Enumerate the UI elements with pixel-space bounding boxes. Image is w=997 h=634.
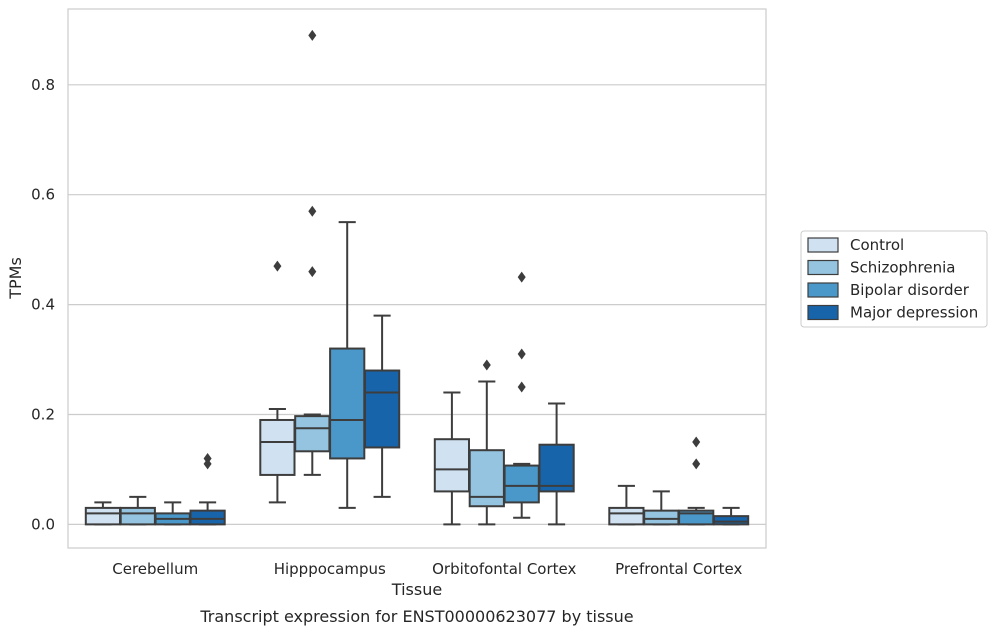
x-tick-labels: Cerebellum Hipppocampus Orbitofontal Corte… <box>112 560 742 578</box>
box-iqr <box>84 506 122 526</box>
outlier-point <box>273 260 282 272</box>
x-tick-label: Cerebellum <box>112 560 198 578</box>
legend-swatch <box>807 237 839 253</box>
outlier-point <box>517 348 526 360</box>
box-iqr <box>363 369 401 449</box>
y-tick-label: 0.6 <box>31 186 55 204</box>
y-tick-label: 0.2 <box>31 405 55 423</box>
box-iqr <box>608 506 645 526</box>
outlier-point <box>517 271 526 283</box>
box-iqr <box>538 443 575 493</box>
box-group <box>468 359 505 526</box>
box-iqr <box>189 509 226 526</box>
box-group <box>259 260 296 504</box>
x-tick-label: Hipppocampus <box>274 560 386 578</box>
box-group <box>538 402 575 526</box>
x-axis-label: Tissue <box>391 580 442 599</box>
legend-label: Schizophrenia <box>850 259 955 277</box>
box-group <box>678 436 715 526</box>
outlier-point <box>308 266 317 278</box>
legend-label: Major depression <box>850 304 978 322</box>
box-iqr <box>643 509 680 526</box>
legend-label: Control <box>850 236 904 254</box>
outlier-point <box>203 452 212 464</box>
plot-area-frame <box>67 8 767 549</box>
outlier-point <box>308 29 317 41</box>
box-group <box>608 484 645 526</box>
legend-swatch <box>807 304 839 321</box>
box-iqr <box>259 418 296 476</box>
box-group <box>119 495 156 526</box>
chart-caption: Transcript expression for ENST0000062307… <box>199 607 633 626</box>
x-tick-label: Orbitofontal Cortex <box>432 560 576 578</box>
box-group <box>154 501 191 526</box>
box-group <box>503 271 540 519</box>
box-group <box>189 452 226 526</box>
box-iqr <box>712 515 750 526</box>
box-iqr <box>329 347 366 460</box>
box-iqr <box>433 438 471 493</box>
box-iqr <box>503 464 540 504</box>
outlier-point <box>692 458 701 470</box>
y-tick-labels: 0.0 0.2 0.4 0.6 0.8 <box>31 76 55 534</box>
legend-swatch <box>807 282 839 298</box>
box-iqr <box>119 506 156 526</box>
box-layer <box>84 29 750 526</box>
y-axis-label: TPMs <box>6 257 25 300</box>
box-group <box>84 501 122 526</box>
box-group <box>329 221 366 509</box>
x-tick-label: Prefrontal Cortex <box>615 560 742 578</box>
box-group <box>433 391 471 526</box>
y-tick-label: 0.0 <box>31 515 55 533</box>
legend-items: Control Schizophrenia Bipolar disorder Majo… <box>807 236 978 322</box>
grid-lines <box>68 84 766 525</box>
legend-swatch <box>807 259 839 276</box>
y-tick-label: 0.4 <box>31 296 55 314</box>
box-iqr <box>294 415 331 453</box>
outlier-point <box>517 381 526 393</box>
y-tick-label: 0.8 <box>31 76 55 94</box>
box-group <box>643 490 680 526</box>
legend: Control Schizophrenia Bipolar disorder Majo… <box>800 230 988 328</box>
legend-label: Bipolar disorder <box>850 281 970 299</box>
outlier-point <box>308 205 317 217</box>
box-group <box>363 314 401 498</box>
box-group <box>294 29 331 476</box>
outlier-point <box>482 359 491 371</box>
legend-frame <box>800 230 988 328</box>
outlier-point <box>692 436 701 448</box>
box-group <box>712 506 750 526</box>
